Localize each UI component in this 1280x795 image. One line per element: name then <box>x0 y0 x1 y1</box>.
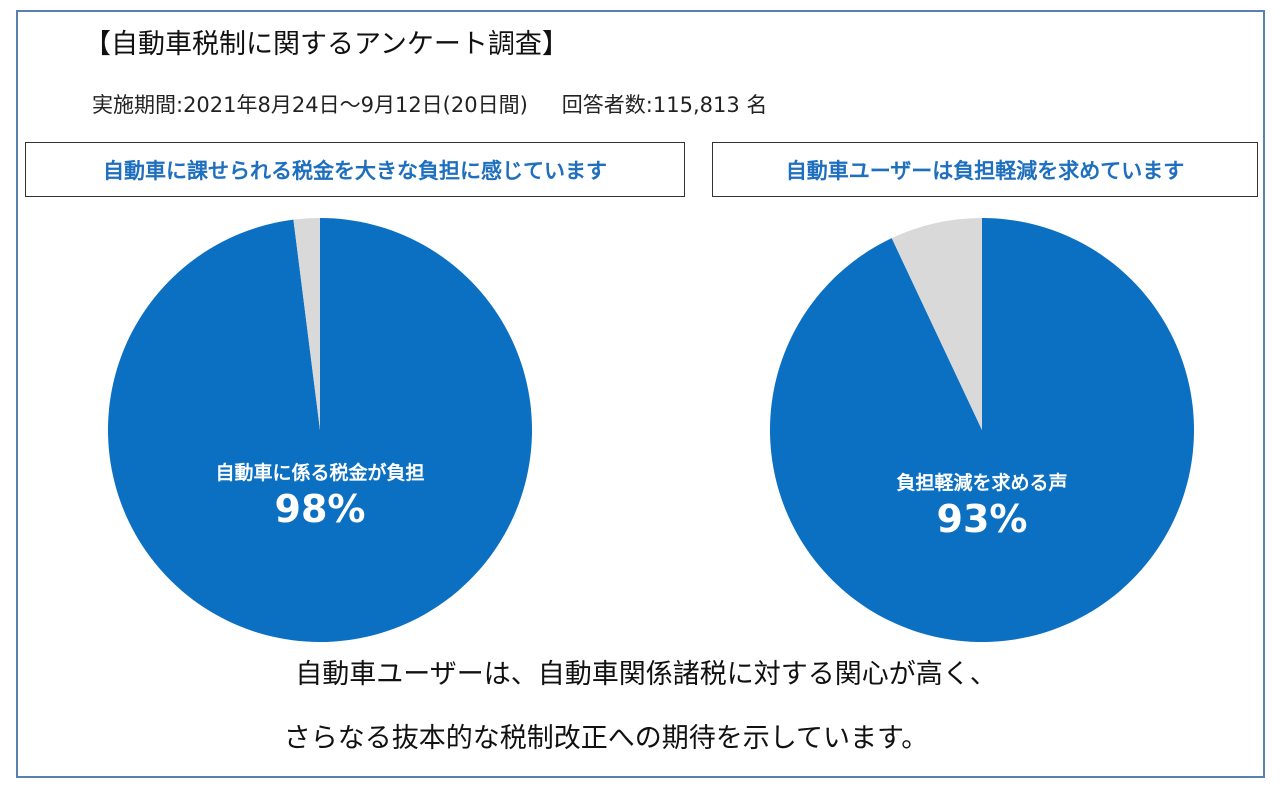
right-slice-percent: 93% <box>936 497 1028 541</box>
pie-1-slice-0 <box>769 218 1194 642</box>
pie-0-slice-1 <box>293 218 320 430</box>
pie-0-slice-0 <box>107 218 532 642</box>
respondent-count: 回答者数:115,813 名 <box>561 93 768 117</box>
right-pie-label: 負担軽減を求める声 93% <box>802 468 1162 541</box>
left-chart-caption: 自動車に課せられる税金を大きな負担に感じています <box>25 142 685 197</box>
pie-1-slice-1 <box>891 218 982 430</box>
right-chart-caption: 自動車ユーザーは負担軽減を求めています <box>712 142 1258 197</box>
content-frame <box>16 10 1265 778</box>
page-title: 【自動車税制に関するアンケート調査】 <box>84 29 569 60</box>
left-slice-label: 自動車に係る税金が負担 <box>215 462 425 484</box>
survey-info: 実施期間:2021年8月24日～9月12日(20日間) 回答者数:115,813 … <box>92 89 767 119</box>
conclusion-line-2: さらなる抜本的な税制改正への期待を示しています。 <box>283 723 929 754</box>
burden-reduction-pie-chart <box>769 218 1194 642</box>
left-slice-percent: 98% <box>274 487 366 531</box>
left-pie-label: 自動車に係る税金が負担 98% <box>140 458 500 531</box>
conclusion-line-1: 自動車ユーザーは、自動車関係諸税に対する関心が高く、 <box>295 659 997 690</box>
right-slice-label: 負担軽減を求める声 <box>896 472 1068 494</box>
tax-burden-pie-chart <box>107 218 532 642</box>
survey-period: 実施期間:2021年8月24日～9月12日(20日間) <box>92 93 528 117</box>
